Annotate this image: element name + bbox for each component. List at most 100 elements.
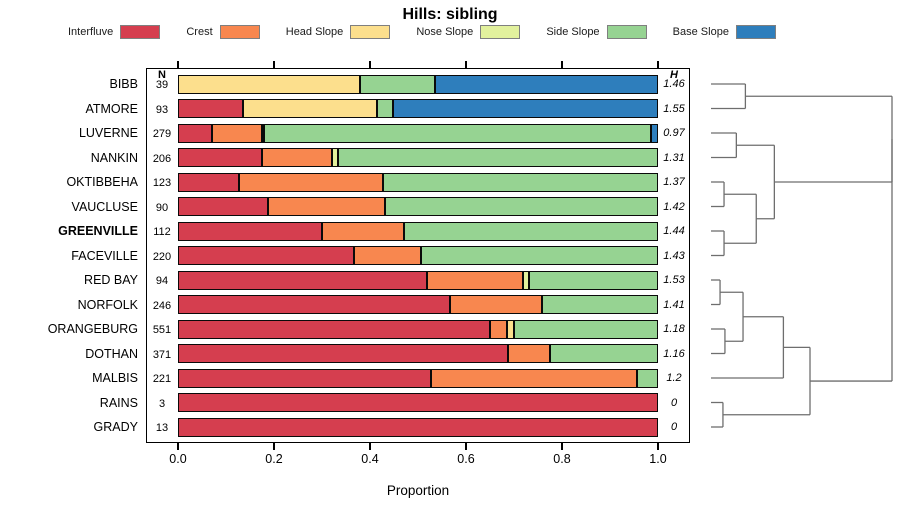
n-value: 90 [155,201,169,214]
legend-item-interfluve: Interfluve [68,25,161,39]
row-label: GREENVILLE [58,224,138,238]
bar-segment-side [337,148,658,167]
bar-segment-interfluve [178,368,432,388]
legend-label: Base Slope [672,26,729,38]
h-value: 1.55 [663,102,685,115]
h-value: 1.31 [663,151,685,164]
bar-segment-nose [522,270,530,290]
bar-segment-side [403,221,658,241]
plot-area-border [146,68,690,443]
dendrogram [711,83,893,428]
row-label: OKTIBBEHA [66,175,138,189]
axis-tick-top [177,61,179,68]
n-value: 220 [152,250,172,263]
h-value: 1.46 [663,78,685,90]
h-value: 0 [670,396,678,409]
bar-segment-crest [490,319,508,339]
axis-tick-bottom [465,443,467,450]
h-value: 1.37 [663,176,685,188]
axis-tick-bottom [369,443,371,450]
bar-segment-crest [239,172,383,192]
n-value: 112 [153,226,171,238]
stacked-bar [178,74,658,94]
stacked-bar [178,319,658,339]
bar-segment-interfluve [178,295,451,314]
h-value: 1.2 [666,372,682,384]
legend-label: Nose Slope [416,26,474,38]
n-value: 123 [152,177,172,189]
stacked-bar [178,123,658,143]
bar-segment-side [382,172,658,192]
row-label: RAINS [99,395,138,410]
h-value: 1.41 [663,298,685,311]
axis-tick-top [561,61,563,68]
axis-tick-top [369,61,371,68]
x-axis-title: Proportion [386,483,450,498]
h-value: 1.44 [663,225,685,237]
legend-label: Head Slope [285,26,344,38]
h-value: 1.53 [663,274,685,286]
bar-segment-base [392,99,658,118]
stacked-bar [178,417,658,437]
legend-label: Side Slope [546,26,600,38]
bar-segment-interfluve [178,417,658,437]
bar-segment-side [264,123,651,143]
bar-segment-base [650,123,658,143]
bar-segment-nose [261,123,265,143]
stacked-bar [178,393,658,412]
bar-segment-side [384,197,658,216]
stacked-bar [178,221,658,241]
axis-tick-bottom [177,443,179,450]
row-label: NORFOLK [77,297,138,312]
bar-segment-crest [450,295,543,314]
bar-segment-crest [267,197,385,216]
bar-segment-interfluve [178,344,509,363]
legend-label: Crest [186,26,213,38]
bar-segment-base [434,74,658,94]
row-label: FACEVILLE [71,248,138,263]
axis-tick-label: 0.6 [457,452,475,466]
stacked-bar [178,172,658,192]
n-value: 371 [152,348,172,361]
axis-tick-label: 0.8 [553,452,571,466]
stacked-bar [178,197,658,216]
bar-segment-head [507,319,514,339]
legend-item-base: Base Slope [673,25,776,39]
axis-tick-label: 1.0 [649,452,667,466]
bar-segment-interfluve [178,393,658,412]
axis-tick-top [273,61,275,68]
bar-segment-interfluve [178,123,212,143]
row-label: ATMORE [85,101,138,116]
stacked-bar [178,246,658,265]
row-label: DOTHAN [85,346,138,361]
row-label: GRADY [93,420,138,434]
legend-item-side: Side Slope [546,25,647,39]
bar-segment-crest [322,221,404,241]
bar-segment-interfluve [178,197,268,216]
legend-label: Interfluve [68,26,114,38]
n-value: 93 [155,103,169,116]
h-value: 1.16 [663,347,685,360]
stacked-bar [178,344,658,363]
axis-tick-bottom [657,443,659,450]
bar-segment-side [637,368,658,388]
axis-tick-label: 0.2 [265,452,283,466]
bar-segment-interfluve [178,270,428,290]
nose-swatch-icon [480,25,521,39]
axis-tick-top [657,61,659,68]
n-value: 246 [152,299,172,312]
legend: Interfluve Crest Head Slope Nose Slope Side … [68,25,776,39]
bar-segment-side [420,246,658,265]
n-column-header: N [158,69,166,81]
row-label: ORANGEBURG [47,322,138,336]
interfluve-swatch-icon [120,25,161,39]
bar-segment-side [529,270,658,290]
legend-item-nose: Nose Slope [416,25,521,39]
legend-item-head: Head Slope [286,25,391,39]
bar-segment-side [542,295,658,314]
n-value: 551 [152,324,172,336]
axis-tick-bottom [561,443,563,450]
n-value: 206 [152,152,172,165]
bar-segment-interfluve [178,319,491,339]
